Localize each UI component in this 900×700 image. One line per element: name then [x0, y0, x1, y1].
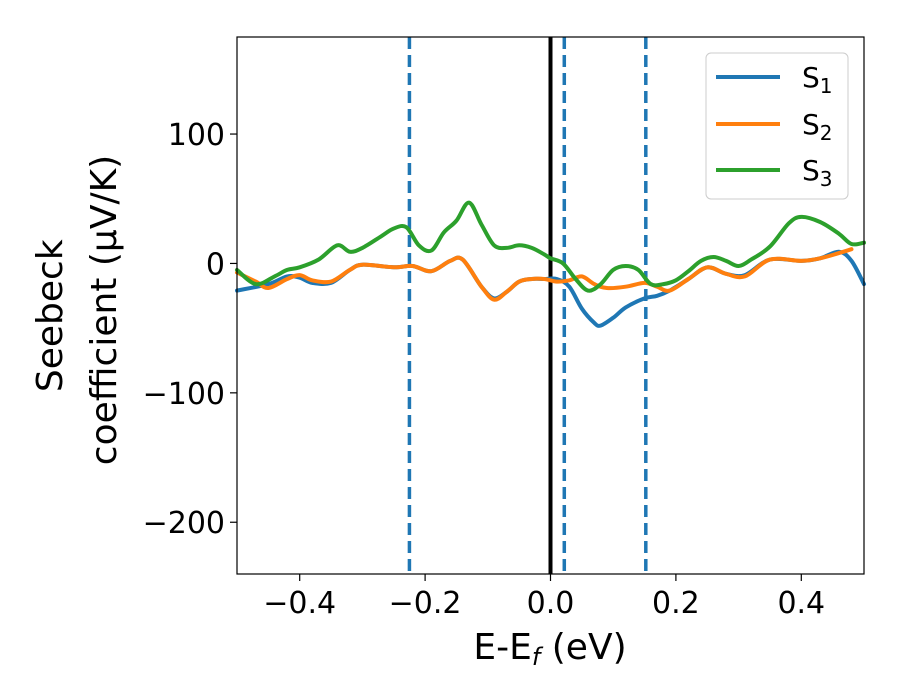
legend-label-s3: S3 [802, 154, 833, 191]
legend-label-s1: S1 [802, 61, 833, 98]
x-tick-label: −0.4 [263, 586, 336, 621]
x-tick-label: 0.2 [652, 586, 700, 621]
y-tick-label: 0 [206, 247, 225, 282]
series-lines [235, 200, 866, 328]
y-axis-ticks: 100 0 −100 −200 [143, 118, 237, 541]
series-line-s3 [235, 200, 866, 293]
y-axis-label-line2: coefficient (μV/K) [84, 155, 125, 465]
y-tick-label: −100 [143, 377, 225, 412]
y-axis-label: Seebeck coefficient (μV/K) [30, 155, 125, 465]
x-tick-label: 0.4 [777, 586, 825, 621]
x-axis-label: E-Ef (eV) [473, 627, 626, 671]
y-axis-label-line1: Seebeck [30, 239, 71, 392]
legend-label-s2: S2 [802, 108, 833, 145]
series-line-s2 [235, 247, 854, 302]
x-axis-label-main: E-E [473, 627, 531, 668]
y-tick-label: 100 [168, 118, 225, 153]
legend: S1 S2 S3 [705, 52, 849, 200]
x-axis-label-unit: (eV) [540, 627, 626, 668]
reference-lines [407, 37, 648, 574]
y-tick-label: −200 [143, 506, 225, 541]
x-tick-label: −0.2 [389, 586, 462, 621]
x-axis-ticks: −0.4 −0.2 0.0 0.2 0.4 [263, 574, 825, 621]
x-tick-label: 0.0 [527, 586, 575, 621]
